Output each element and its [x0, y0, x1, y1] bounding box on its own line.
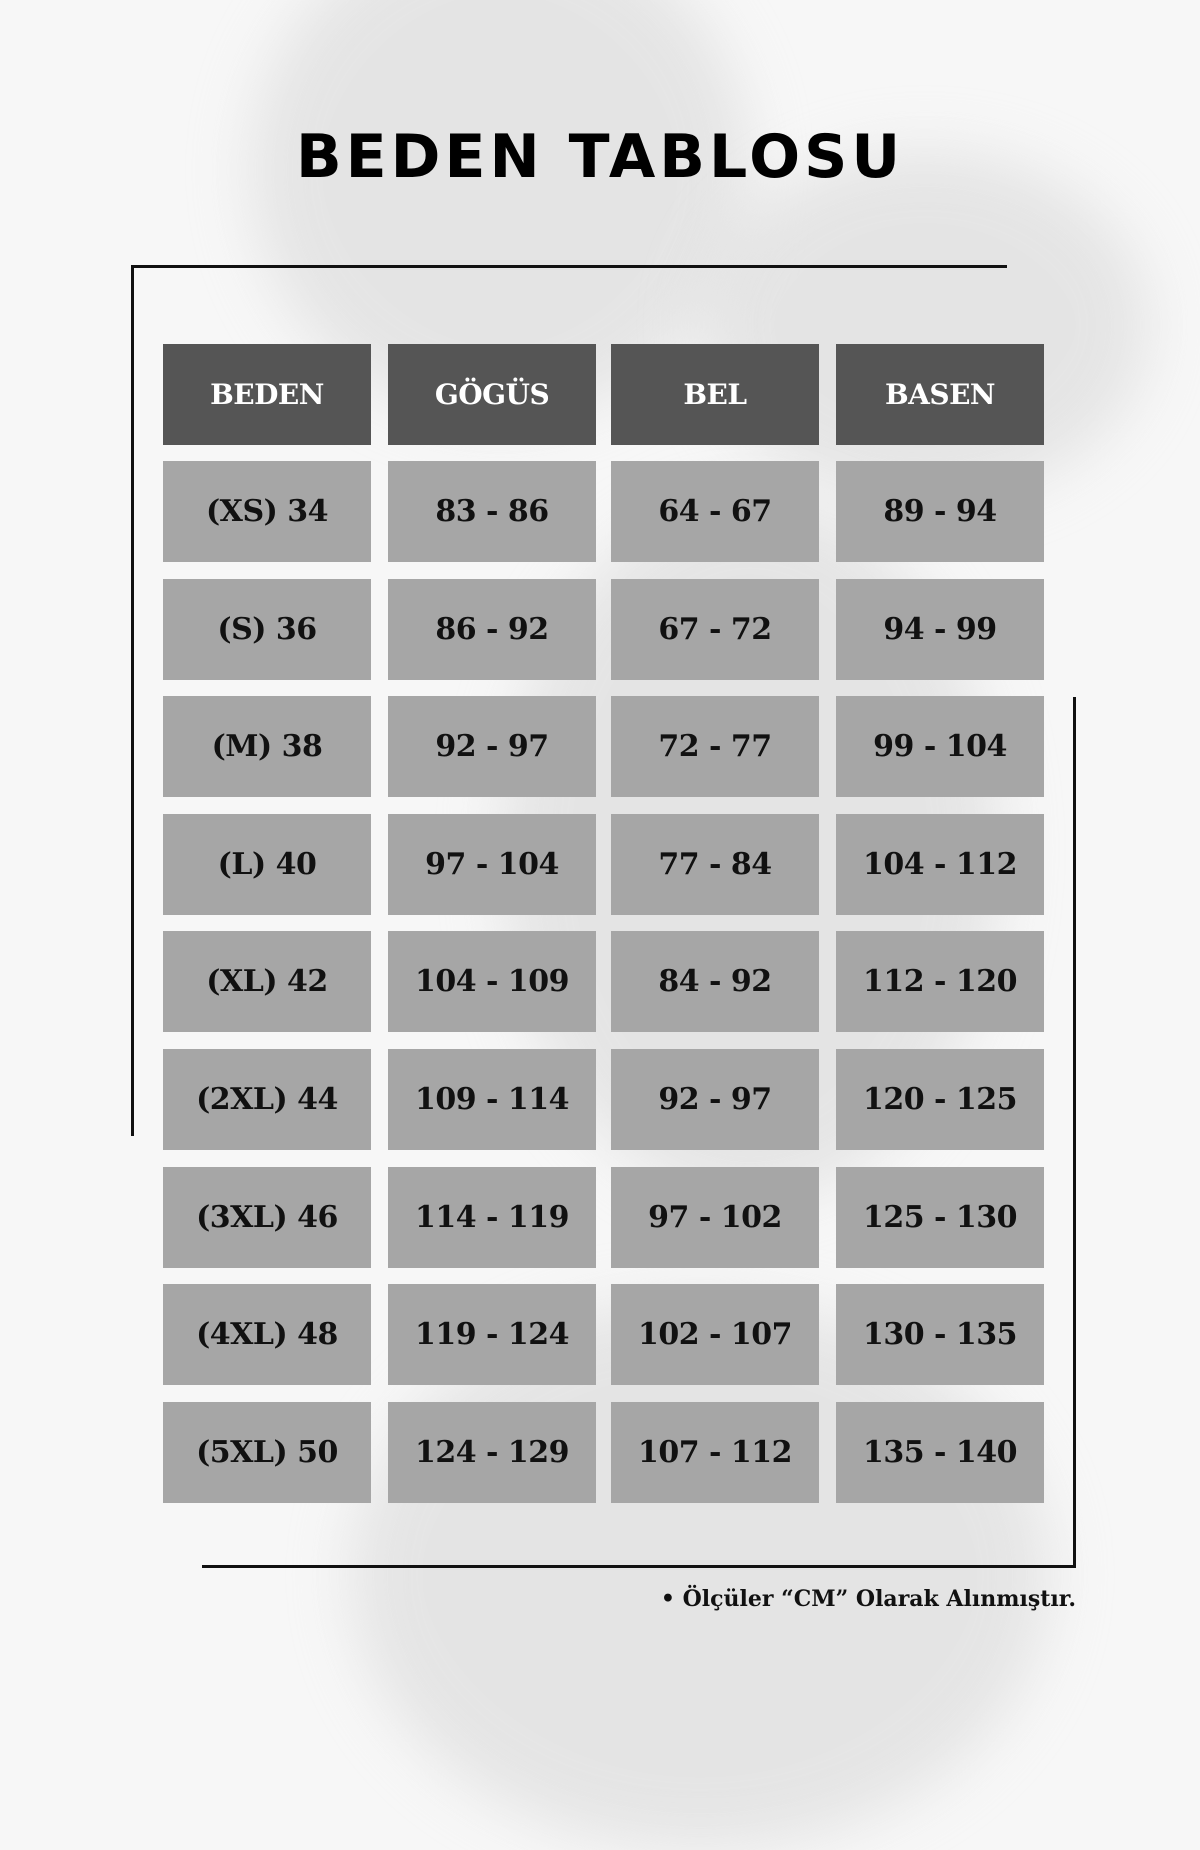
cell-bel: 92 - 97 [611, 1049, 819, 1150]
cell-basen: 130 - 135 [836, 1284, 1044, 1386]
cell-gogus: 114 - 119 [388, 1166, 596, 1268]
cell-basen: 94 - 99 [836, 578, 1044, 680]
cell-bel: 97 - 102 [611, 1166, 819, 1268]
cell-bel: 84 - 92 [611, 931, 819, 1033]
cell-beden: (S) 36 [163, 578, 371, 680]
cell-basen: 104 - 112 [836, 813, 1044, 915]
cell-beden: (2XL) 44 [163, 1049, 371, 1150]
cell-beden: (M) 38 [163, 696, 371, 798]
cell-beden: (XL) 42 [163, 931, 371, 1033]
header-bel: BEL [611, 344, 819, 445]
cell-gogus: 109 - 114 [388, 1049, 596, 1150]
cell-basen: 135 - 140 [836, 1401, 1044, 1503]
cell-beden: (XS) 34 [163, 461, 371, 562]
measurement-note: • Ölçüler “CM” Olarak Alınmıştır. [660, 1586, 1076, 1612]
header-gogus: GÖGÜS [388, 344, 596, 445]
cell-bel: 107 - 112 [611, 1401, 819, 1503]
cell-beden: (3XL) 46 [163, 1166, 371, 1268]
cell-gogus: 104 - 109 [388, 931, 596, 1033]
frame-bottom-line [202, 1565, 1076, 1568]
frame-top-line [134, 265, 1007, 268]
cell-basen: 99 - 104 [836, 696, 1044, 798]
header-basen: BASEN [836, 344, 1044, 445]
cell-gogus: 124 - 129 [388, 1401, 596, 1503]
cell-beden: (L) 40 [163, 813, 371, 915]
cell-beden: (5XL) 50 [163, 1401, 371, 1503]
frame-left-line [131, 265, 134, 1136]
cell-bel: 64 - 67 [611, 461, 819, 562]
frame-right-line [1073, 697, 1076, 1567]
background-shape [350, 1300, 1050, 1850]
page-title: BEDEN TABLOSU [295, 122, 905, 192]
cell-bel: 67 - 72 [611, 578, 819, 680]
cell-basen: 89 - 94 [836, 461, 1044, 562]
background-shape [700, 150, 1150, 500]
cell-bel: 77 - 84 [611, 813, 819, 915]
cell-gogus: 97 - 104 [388, 813, 596, 915]
cell-beden: (4XL) 48 [163, 1284, 371, 1386]
cell-bel: 72 - 77 [611, 696, 819, 798]
cell-basen: 112 - 120 [836, 931, 1044, 1033]
cell-basen: 120 - 125 [836, 1049, 1044, 1150]
cell-basen: 125 - 130 [836, 1166, 1044, 1268]
header-beden: BEDEN [163, 344, 371, 445]
cell-gogus: 86 - 92 [388, 578, 596, 680]
cell-gogus: 83 - 86 [388, 461, 596, 562]
cell-gogus: 92 - 97 [388, 696, 596, 798]
cell-bel: 102 - 107 [611, 1284, 819, 1386]
cell-gogus: 119 - 124 [388, 1284, 596, 1386]
